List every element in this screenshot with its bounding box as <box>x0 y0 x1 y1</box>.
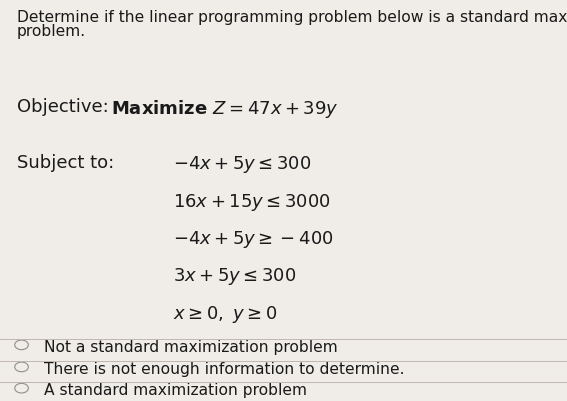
Text: Not a standard maximization problem: Not a standard maximization problem <box>44 340 338 355</box>
Text: $x \geq 0,\ y \geq 0$: $x \geq 0,\ y \geq 0$ <box>173 304 277 324</box>
Text: $-4x + 5y \leq 300$: $-4x + 5y \leq 300$ <box>173 154 311 175</box>
Text: $16x + 15y \leq 3000$: $16x + 15y \leq 3000$ <box>173 192 331 213</box>
Text: There is not enough information to determine.: There is not enough information to deter… <box>44 362 405 377</box>
Text: Objective:: Objective: <box>17 98 120 116</box>
Text: A standard maximization problem: A standard maximization problem <box>44 383 307 398</box>
Text: $-4x + 5y \geq -400$: $-4x + 5y \geq -400$ <box>173 229 333 250</box>
Text: problem.: problem. <box>17 24 86 39</box>
Text: Maximize $Z = 47x + 39y$: Maximize $Z = 47x + 39y$ <box>111 98 338 120</box>
Text: Determine if the linear programming problem below is a standard maximization: Determine if the linear programming prob… <box>17 10 567 25</box>
Text: $3x + 5y \leq 300$: $3x + 5y \leq 300$ <box>173 266 297 287</box>
Text: Subject to:: Subject to: <box>17 154 120 172</box>
